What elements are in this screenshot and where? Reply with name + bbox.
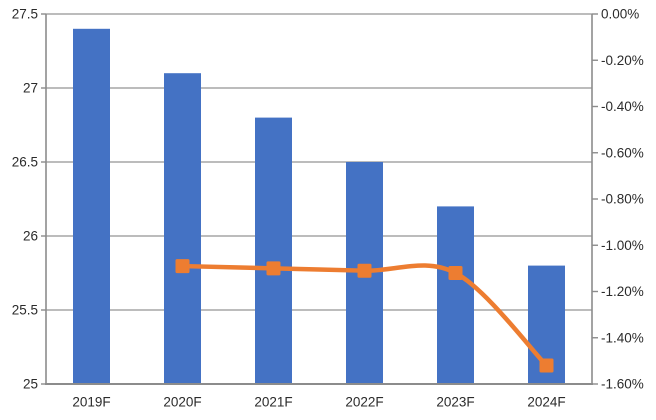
line-marker [175,259,190,274]
bar-2023F [437,206,474,384]
right-axis-tick-label: -0.20% [601,53,644,68]
right-axis-tick-label: -0.80% [601,192,644,207]
left-axis-tick-label: 26 [23,229,38,244]
right-axis-tick-label: -0.60% [601,145,644,160]
right-axis-tick-label: -0.40% [601,99,644,114]
left-axis-tick-label: 26.5 [12,155,38,170]
left-axis-tick-label: 25 [23,377,38,392]
line-marker [266,261,281,276]
category-label-2019F: 2019F [72,395,110,410]
category-label-2023F: 2023F [436,395,474,410]
left-axis-tick-label: 27 [23,81,38,96]
right-axis-tick-label: 0.00% [601,7,639,22]
category-label-2021F: 2021F [254,395,292,410]
bar-2019F [73,28,110,385]
category-label-2022F: 2022F [345,395,383,410]
line-marker [357,263,372,278]
category-label-2024F: 2024F [527,395,565,410]
right-axis-tick-label: -1.60% [601,377,644,392]
bar-2021F [255,117,292,384]
category-label-2020F: 2020F [163,395,201,410]
left-axis-tick-label: 25.5 [12,303,38,318]
bar-2020F [164,73,201,384]
right-axis-tick-label: -1.40% [601,330,644,345]
line-marker [539,358,554,373]
right-axis-tick-label: -1.00% [601,238,644,253]
right-axis-tick-label: -1.20% [601,284,644,299]
line-marker [448,266,463,280]
left-axis-tick-label: 27.5 [12,7,38,22]
